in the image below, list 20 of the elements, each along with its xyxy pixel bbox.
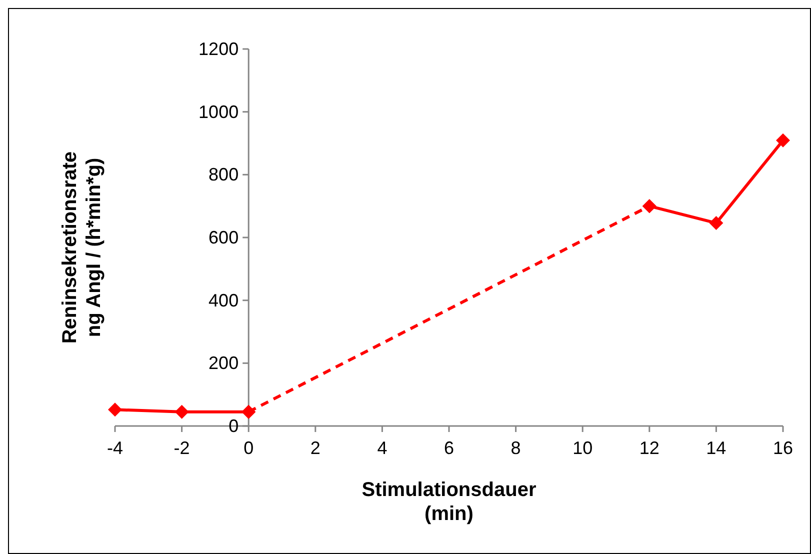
x-tick-label: 2 [310, 438, 320, 458]
x-tick-label: -4 [106, 438, 124, 458]
x-tick-label: 12 [639, 438, 660, 458]
x-axis-title: Stimulationsdauer (min) [362, 479, 536, 525]
x-tick-label: 4 [377, 438, 388, 458]
y-tick-label: 800 [208, 164, 239, 185]
y-tick-label: 600 [208, 228, 239, 248]
y-tick-label: 0 [228, 416, 239, 436]
x-tick-label: 14 [706, 438, 726, 458]
y-tick-label: 200 [208, 353, 239, 374]
x-tick-label: 6 [444, 438, 454, 458]
x-tick-label: -2 [174, 438, 190, 458]
x-tick-label: 16 [772, 438, 794, 458]
y-tick-label: 1200 [198, 39, 239, 59]
y-tick-label: 400 [208, 290, 239, 310]
x-tick-label: 10 [572, 438, 593, 458]
x-tick-label: 0 [244, 438, 254, 458]
y-axis-title: Reninsekretionsrate ng AngI / (h*min*g) [59, 151, 105, 344]
y-tick-label: 1000 [198, 102, 239, 122]
x-tick-label: 8 [510, 438, 521, 458]
